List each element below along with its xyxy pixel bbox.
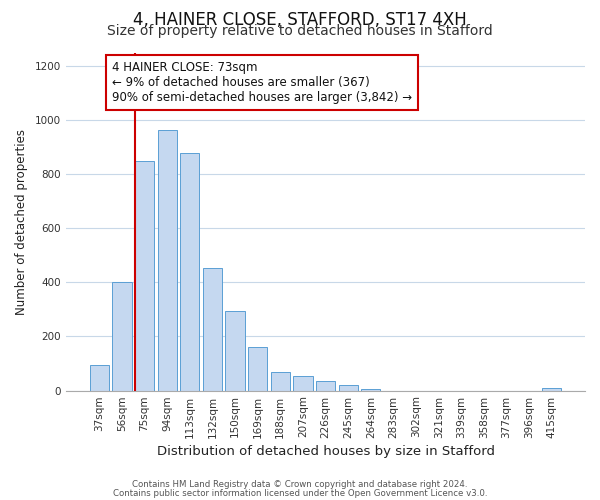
Bar xyxy=(226,311,245,390)
Text: Contains HM Land Registry data © Crown copyright and database right 2024.: Contains HM Land Registry data © Crown c… xyxy=(132,480,468,489)
Bar xyxy=(338,385,358,390)
Bar xyxy=(316,381,335,390)
Bar xyxy=(135,160,154,390)
Y-axis label: Number of detached properties: Number of detached properties xyxy=(15,128,28,314)
Bar xyxy=(271,372,290,390)
Bar xyxy=(542,388,562,390)
Bar xyxy=(293,376,313,390)
Bar xyxy=(180,152,199,390)
Bar xyxy=(112,282,131,391)
Text: 4, HAINER CLOSE, STAFFORD, ST17 4XH: 4, HAINER CLOSE, STAFFORD, ST17 4XH xyxy=(133,11,467,29)
Bar xyxy=(158,130,177,390)
Text: Size of property relative to detached houses in Stafford: Size of property relative to detached ho… xyxy=(107,24,493,38)
Text: Contains public sector information licensed under the Open Government Licence v3: Contains public sector information licen… xyxy=(113,488,487,498)
Bar xyxy=(89,365,109,390)
Bar xyxy=(248,348,267,391)
Bar xyxy=(361,389,380,390)
Text: 4 HAINER CLOSE: 73sqm
← 9% of detached houses are smaller (367)
90% of semi-deta: 4 HAINER CLOSE: 73sqm ← 9% of detached h… xyxy=(112,60,412,104)
X-axis label: Distribution of detached houses by size in Stafford: Distribution of detached houses by size … xyxy=(157,444,494,458)
Bar xyxy=(203,268,222,390)
